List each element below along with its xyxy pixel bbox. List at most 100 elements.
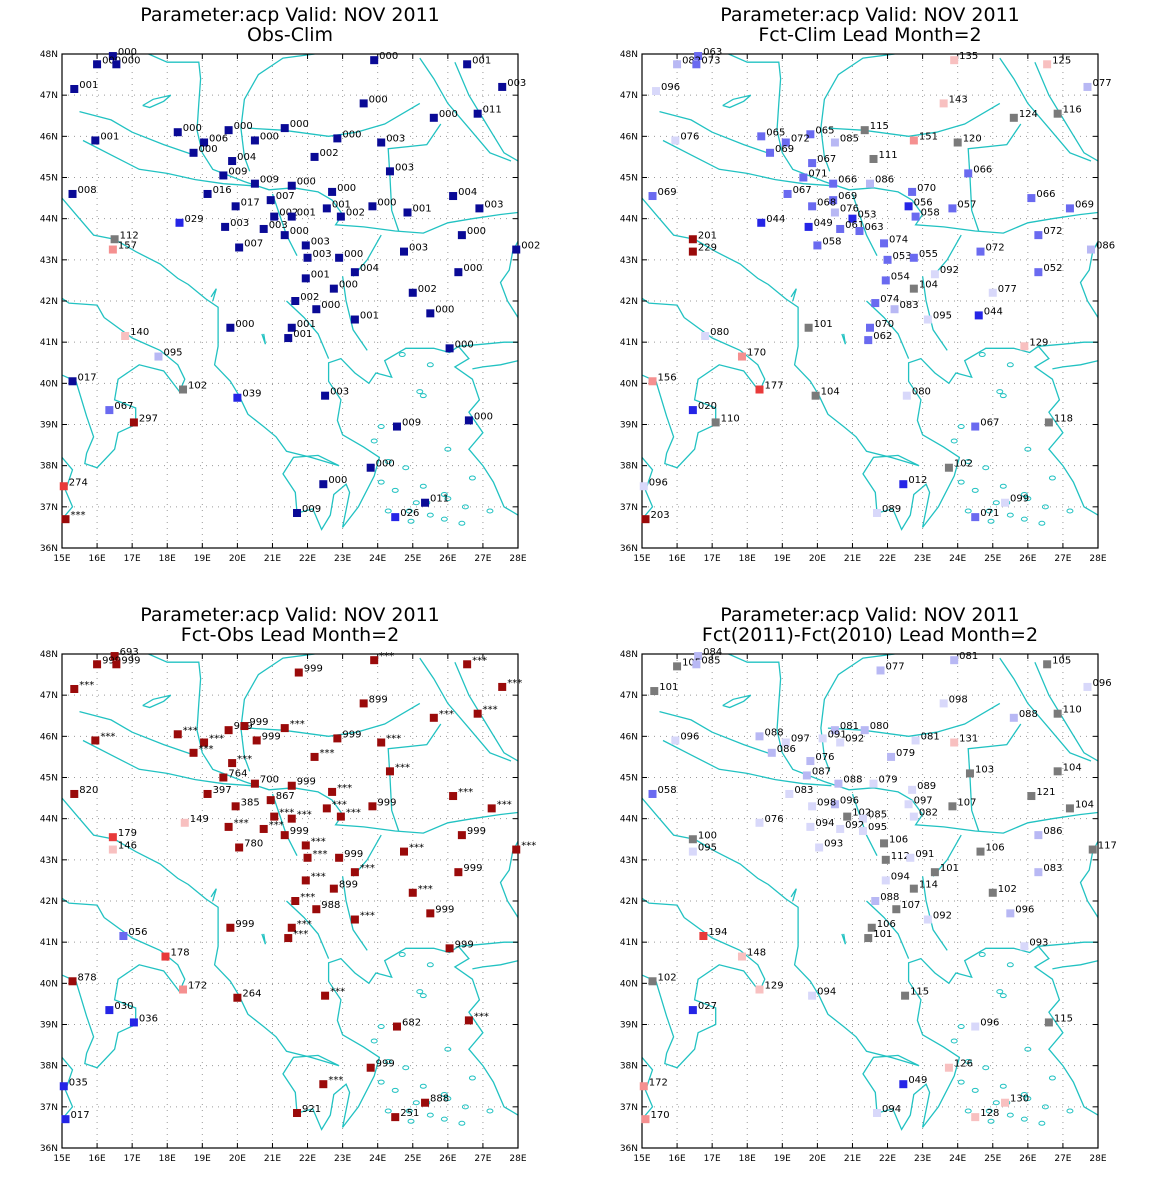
station-value-label: 143: [949, 94, 968, 105]
station-marker: [293, 509, 302, 518]
station-marker: [881, 276, 890, 285]
station-value-label: 104: [919, 280, 938, 291]
station-value-label: 004: [458, 187, 477, 198]
coastline: [472, 360, 518, 370]
station-marker: [403, 208, 412, 217]
coastline: [240, 54, 315, 172]
station-marker: [322, 804, 331, 813]
station-marker: [694, 52, 703, 61]
station-value-label: 194: [708, 927, 727, 938]
coastline: [921, 876, 948, 951]
station-marker: [359, 699, 368, 708]
station-marker: [867, 923, 876, 932]
station-value-label: 082: [919, 808, 938, 819]
coastline: [62, 1056, 74, 1120]
station-marker: [757, 132, 766, 141]
station-value-label: 066: [1036, 189, 1055, 200]
station-value-label: 000: [463, 263, 482, 274]
station-marker: [250, 136, 259, 145]
station-marker: [1043, 60, 1052, 69]
station-marker: [899, 480, 908, 489]
station-value-label: 026: [400, 508, 419, 519]
coastline: [726, 654, 1098, 834]
station-marker: [836, 824, 845, 833]
station-value-label: 999: [342, 729, 361, 740]
lat-tick-label: 45N: [40, 174, 58, 184]
island-outline: [999, 483, 1007, 489]
station-marker: [639, 1082, 648, 1091]
station-value-label: 077: [998, 284, 1017, 295]
station-marker: [312, 305, 321, 314]
station-marker: [830, 726, 839, 735]
lon-tick-label: 18E: [159, 1154, 176, 1164]
lon-tick-label: 15E: [53, 1154, 70, 1164]
station-value-label: 000: [260, 131, 279, 142]
station-value-label: 999: [463, 863, 482, 874]
station-value-label: 085: [701, 655, 720, 666]
station-value-label: 082: [682, 55, 701, 66]
coastline: [964, 1147, 969, 1148]
station-value-label: 888: [430, 1094, 449, 1105]
station-value-label: 076: [840, 203, 859, 214]
station-marker: [112, 60, 121, 69]
station-marker: [110, 652, 119, 661]
station-marker: [836, 224, 845, 233]
coastline: [827, 702, 1001, 737]
station-marker: [228, 759, 237, 768]
station-value-label: 086: [875, 175, 894, 186]
station-value-label: ***: [483, 705, 498, 716]
station-marker: [815, 843, 824, 852]
coastline: [286, 300, 330, 359]
station-marker: [235, 243, 244, 252]
station-marker: [233, 393, 242, 402]
station-marker: [498, 682, 507, 691]
station-marker: [280, 831, 289, 840]
station-marker: [287, 323, 296, 332]
coastline: [341, 276, 368, 351]
station-marker: [203, 189, 212, 198]
coastline: [271, 193, 298, 256]
station-marker: [692, 660, 701, 669]
island-outline: [971, 487, 979, 493]
station-marker: [108, 833, 117, 842]
station-marker: [808, 202, 817, 211]
station-value-label: 172: [188, 981, 207, 992]
station-value-label: 080: [870, 721, 889, 732]
station-marker: [93, 660, 102, 669]
lon-tick-label: 18E: [739, 1154, 756, 1164]
station-value-label: 097: [914, 795, 933, 806]
station-value-label: 000: [474, 411, 493, 422]
island-outline: [992, 1100, 1000, 1106]
island-outline: [1066, 508, 1074, 514]
station-value-label: 105: [682, 657, 701, 668]
station-marker: [301, 241, 310, 250]
station-marker: [266, 196, 275, 205]
station-marker: [445, 344, 454, 353]
station-marker: [250, 179, 259, 188]
island-outline: [987, 1118, 995, 1124]
station-value-label: 172: [649, 1077, 668, 1088]
station-value-label: 058: [921, 208, 940, 219]
station-value-label: 000: [439, 109, 458, 120]
station-value-label: 120: [963, 134, 982, 145]
station-marker: [68, 377, 77, 386]
station-marker: [350, 315, 359, 324]
station-map: 15E 16E 17E 18E 19E 20E 21E 22E 23E 24E 25E 26E 27E 2…: [620, 47, 1115, 564]
station-marker: [180, 818, 189, 827]
station-value-label: 092: [940, 265, 959, 276]
station-value-label: 397: [213, 785, 232, 796]
station-value-label: 002: [300, 292, 319, 303]
lon-tick-label: 16E: [669, 1154, 686, 1164]
coastline: [1034, 61, 1098, 162]
coastline: [1034, 661, 1098, 762]
station-value-label: 003: [330, 387, 349, 398]
lon-tick-label: 25E: [404, 554, 421, 564]
station-marker: [711, 418, 720, 427]
station-marker: [454, 868, 463, 877]
station-marker: [909, 884, 918, 893]
station-value-label: 001: [79, 80, 98, 91]
coastline: [79, 110, 194, 156]
station-value-label: 115: [910, 987, 929, 998]
station-value-label: ***: [360, 911, 375, 922]
station-value-label: 117: [1098, 841, 1117, 852]
